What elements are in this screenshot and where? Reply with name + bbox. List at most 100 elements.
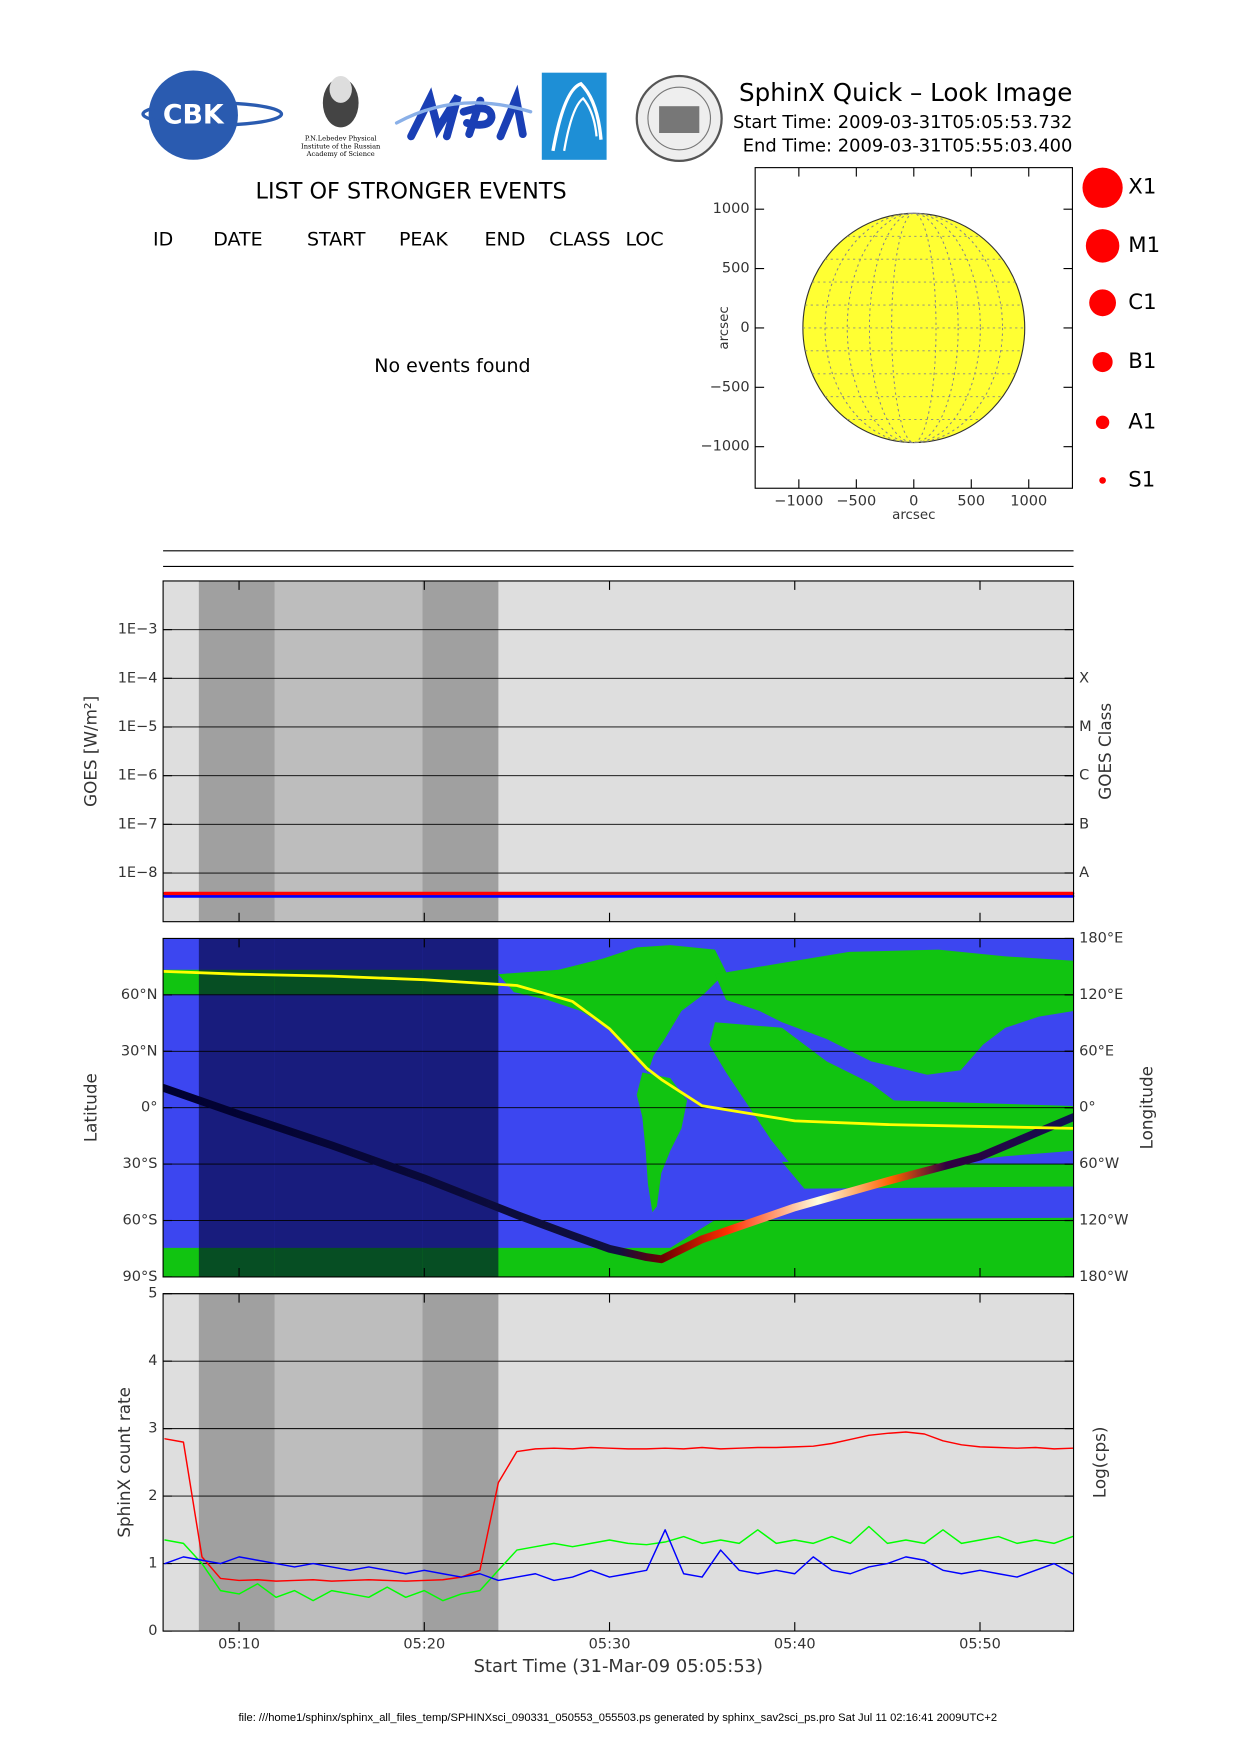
- page-title: SphinX Quick – Look Image: [739, 78, 1072, 107]
- events-header: ID DATE START PEAK END CLASS LOC: [153, 229, 664, 251]
- panel: 1E−3 1E−4 1E−5 1E−6 1E−7 1E−8 X M C B A GOES [W/m²]…: [81, 580, 1115, 923]
- disk-grid: [891, 212, 937, 443]
- class-label: A1: [1128, 409, 1156, 434]
- land: [709, 1022, 1074, 1185]
- shaded-interval: [422, 580, 499, 922]
- panel: 0 1 2 3 4 5 05:10 05:20 05:30 05:40 05:50 Start Tim…: [114, 1286, 1109, 1677]
- logo-lebedev: P.N.Lebedev Physical Institute of the Ru…: [301, 76, 381, 158]
- class-label: S1: [1128, 467, 1155, 492]
- y2-tick-label: 60°E: [1079, 1043, 1114, 1059]
- panel: 60°N 30°N 0° 30°S 60°S 90°S 180°E 120°E 60°E 0° 60…: [81, 930, 1157, 1284]
- solar-disk: [802, 212, 1026, 444]
- x-tick-label: 1000: [1010, 494, 1047, 510]
- y-tick-label: 1E−6: [118, 768, 158, 784]
- y-tick-label: 30°S: [123, 1156, 158, 1172]
- series-line: [163, 969, 1074, 1130]
- logo-seal: [635, 74, 723, 163]
- x-axis-label: Start Time (31-Mar-09 05:05:53): [474, 1656, 763, 1677]
- class-label: B1: [1128, 349, 1156, 374]
- disk-grid: [824, 212, 1003, 443]
- y-tick-label: 1E−3: [118, 622, 158, 638]
- land: [714, 949, 1074, 1075]
- y-tick-label: 60°S: [123, 1213, 158, 1229]
- series-line: [164, 1529, 1074, 1582]
- start-time: Start Time: 2009-03-31T05:05:53.732: [733, 112, 1072, 133]
- logo-caption: Academy of Science: [306, 150, 375, 158]
- y-tick-label: 5: [148, 1286, 157, 1302]
- y2-axis-label: Longitude: [1136, 1066, 1156, 1149]
- y-tick-label: 1000: [713, 201, 750, 217]
- land: [781, 1161, 1074, 1189]
- y-axis-label: GOES [W/m²]: [81, 696, 101, 807]
- orbit-track: [163, 1083, 1074, 1264]
- column-header: DATE: [213, 229, 262, 251]
- disk-grid: [846, 212, 981, 443]
- class-label: X1: [1128, 175, 1156, 200]
- x-tick-label: 05:20: [403, 1636, 445, 1652]
- column-header: END: [485, 229, 526, 251]
- y2-tick-label: C: [1079, 768, 1089, 784]
- class-label: M1: [1128, 233, 1160, 258]
- logo-caption: Institute of the Russian: [301, 142, 381, 150]
- x-tick-label: 05:40: [774, 1636, 816, 1652]
- panel: −1000 −500 0 500 1000 −1000 −500 0 500 1000 arcsec…: [700, 167, 1073, 523]
- events-title: LIST OF STRONGER EVENTS: [256, 179, 567, 205]
- logo-spaceinst: [541, 72, 607, 160]
- class-marker: [1082, 167, 1123, 208]
- series-line: [164, 1525, 1074, 1602]
- y-tick-label: 500: [722, 261, 750, 277]
- y2-tick-label: 180°W: [1079, 1269, 1128, 1285]
- footer: file: ///home1/sphinx/sphinx_all_files_t…: [238, 1712, 997, 1724]
- land: [498, 945, 727, 1073]
- shaded-interval: [422, 1293, 499, 1632]
- y2-tick-label: 120°W: [1079, 1213, 1128, 1229]
- column-header: PEAK: [399, 229, 448, 251]
- y-tick-label: 0: [148, 1623, 157, 1639]
- y-tick-label: 0°: [141, 1100, 158, 1116]
- column-header: START: [307, 229, 366, 251]
- y-tick-label: −500: [710, 379, 750, 395]
- y-tick-label: 60°N: [121, 987, 158, 1003]
- y2-tick-label: 60°W: [1079, 1156, 1119, 1172]
- logo-caption: P.N.Lebedev Physical: [305, 135, 377, 143]
- y-tick-label: 90°S: [123, 1269, 158, 1285]
- column-header: CLASS: [549, 229, 610, 251]
- class-marker: [1095, 415, 1110, 430]
- y-axis-label: Latitude: [81, 1073, 101, 1142]
- class-marker: [1099, 477, 1106, 484]
- y2-axis-label: Log(cps): [1089, 1427, 1109, 1499]
- y-axis-label: SphinX count rate: [114, 1387, 134, 1538]
- class-marker: [1092, 351, 1113, 373]
- plot-frame: [162, 937, 1075, 1278]
- x-tick-label: −500: [836, 494, 876, 510]
- column-header: LOC: [626, 229, 664, 251]
- y2-tick-label: M: [1079, 719, 1092, 735]
- y-tick-label: 3: [148, 1421, 157, 1437]
- end-time: End Time: 2009-03-31T05:55:03.400: [743, 135, 1073, 156]
- logo-cbk: CBK: [141, 70, 284, 160]
- y-tick-label: −1000: [700, 439, 749, 455]
- y-tick-label: 1E−7: [118, 816, 158, 832]
- y-tick-label: 30°N: [121, 1043, 158, 1059]
- y-tick-label: 2: [148, 1488, 157, 1504]
- class-marker: [1085, 229, 1120, 263]
- y2-tick-label: 180°E: [1079, 930, 1123, 946]
- x-tick-label: 05:50: [959, 1636, 1001, 1652]
- y2-tick-label: A: [1079, 865, 1089, 881]
- column-header: ID: [153, 229, 173, 251]
- x-tick-label: 05:30: [589, 1636, 631, 1652]
- y2-tick-label: X: [1079, 670, 1089, 686]
- class-label: C1: [1128, 290, 1156, 315]
- shaded-interval: [198, 1293, 275, 1632]
- shaded-interval: [274, 580, 423, 922]
- y2-axis-label: GOES Class: [1095, 703, 1115, 800]
- y-tick-label: 4: [148, 1353, 157, 1369]
- x-tick-label: −1000: [774, 494, 823, 510]
- y-tick-label: 1E−8: [118, 865, 158, 881]
- y-tick-label: 0: [740, 320, 749, 336]
- x-tick-label: 0: [909, 494, 918, 510]
- x-axis-label: arcsec: [892, 508, 935, 523]
- plot-frame: [162, 1293, 1075, 1632]
